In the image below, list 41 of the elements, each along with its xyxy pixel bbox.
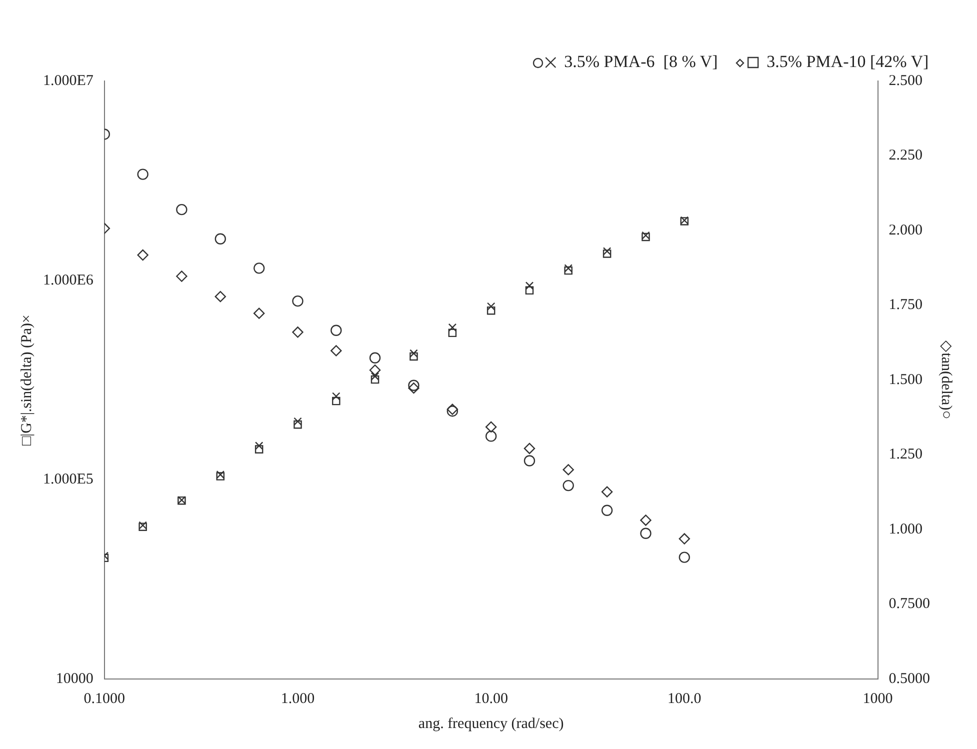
y-tick-label: 1.000E7: [42, 72, 94, 89]
point: [216, 470, 225, 479]
point: [254, 445, 264, 454]
y-tick-label: 1.000E6: [42, 272, 94, 288]
y2-tick-label: 2.250: [888, 148, 922, 164]
y2-tick-label: 1.000: [888, 521, 922, 538]
point: [602, 250, 612, 258]
point: [525, 286, 534, 295]
point: [486, 302, 496, 311]
point: [410, 349, 418, 358]
y-axis-title: □|G*|.sin(delta) (Pa)×: [18, 314, 35, 446]
point: [254, 442, 264, 450]
point: [564, 264, 572, 272]
y2-tick-label: 0.5000: [888, 670, 930, 687]
x-tick-label: 1000: [862, 690, 893, 707]
x-tick-label: 0.1000: [84, 690, 126, 707]
point: [294, 420, 302, 429]
y-tick-label: 10000: [56, 670, 94, 687]
y2-tick-label: 2.500: [888, 72, 922, 89]
point: [370, 375, 380, 384]
x-tick-label: 1.000: [280, 690, 315, 707]
x-axis-title: ang. frequency (rad/sec): [418, 716, 564, 732]
point: [332, 392, 340, 400]
legend-label: 3.5% PMA-10 [42% V]: [766, 52, 929, 71]
y2-tick-label: 2.000: [888, 222, 922, 238]
x-tick-label: 100.0: [668, 690, 702, 707]
point: [332, 396, 340, 406]
point: [216, 472, 225, 480]
point: [486, 306, 496, 315]
x-tick-label: 10.00: [474, 690, 508, 707]
y-tick-label: 1.000E5: [42, 472, 94, 488]
y2-tick-label: 1.750: [888, 297, 922, 314]
point: [410, 352, 418, 361]
point: [448, 328, 457, 338]
y2-tick-label: 1.250: [888, 446, 922, 463]
y2-tick-label: 0.7500: [888, 596, 930, 612]
point: [564, 266, 572, 275]
point: [294, 417, 302, 426]
y2-tick-label: 1.500: [888, 372, 922, 388]
y2-axis-title: ◇tan(delta)○: [938, 340, 954, 420]
legend-label: 3.5% PMA-6 [8 % V]: [564, 52, 718, 71]
